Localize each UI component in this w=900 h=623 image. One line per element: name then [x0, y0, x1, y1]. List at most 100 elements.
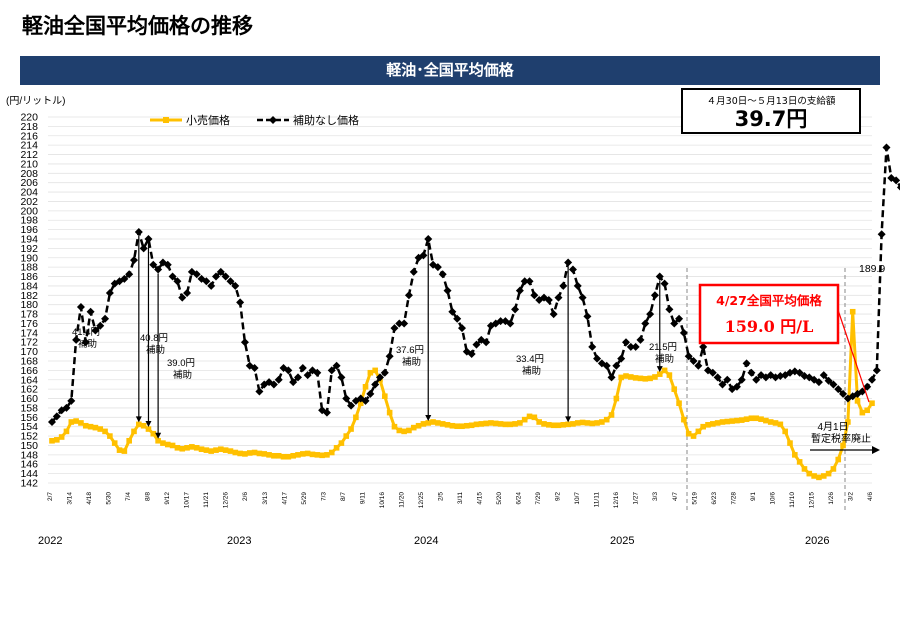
unsubsidized-point	[163, 260, 172, 269]
retail-point	[666, 372, 673, 378]
unsubsidized-point	[376, 373, 384, 382]
retail-point	[193, 445, 200, 451]
retail-point	[854, 398, 861, 404]
y-tick-label: 188	[20, 262, 38, 274]
retail-point	[285, 453, 292, 460]
retail-point	[473, 421, 480, 428]
retail-point	[613, 395, 620, 402]
retail-point	[87, 423, 94, 430]
retail-point	[710, 421, 716, 427]
unsubsidized-point	[67, 396, 76, 405]
retail-point	[357, 400, 364, 407]
y-tick-label: 160	[20, 393, 38, 405]
retail-point	[92, 424, 99, 431]
unsubsidized-point	[588, 342, 597, 351]
retail-point	[49, 437, 55, 444]
unsubsidized-point	[62, 403, 71, 412]
unsubsidized-point	[443, 286, 452, 295]
retail-point	[386, 409, 393, 416]
unsubsidized-point	[226, 277, 235, 286]
payment-box: ４月30日～５月13日の支給額 39.7円	[681, 88, 861, 134]
y-tick-label: 164	[20, 374, 38, 386]
retail-point	[82, 422, 89, 429]
retail-point	[227, 448, 234, 454]
retail-point	[126, 437, 132, 444]
retail-point	[603, 416, 610, 423]
retail-point	[864, 407, 870, 414]
x-tick-label: 12/15	[808, 492, 815, 509]
retail-point	[391, 423, 398, 430]
year-label: 2023	[227, 535, 252, 547]
retail-point	[396, 427, 403, 434]
unsubsidized-point	[631, 342, 640, 351]
retail-point	[63, 428, 70, 435]
unsubsidized-point	[453, 314, 462, 323]
x-tick-label: 1/27	[633, 492, 640, 505]
y-tick-label: 154	[20, 421, 38, 433]
unsubsidized-point	[602, 361, 611, 370]
unsubsidized-point	[322, 408, 331, 417]
retail-point	[526, 413, 533, 420]
x-tick-label: 10/6	[769, 492, 776, 505]
subsidy-label: 補助	[522, 365, 541, 377]
y-tick-label: 148	[20, 449, 38, 461]
unsubsidized-point	[212, 272, 220, 281]
retail-point	[652, 374, 658, 380]
unsubsidized-point	[173, 277, 182, 286]
payment-label: ４月30日～５月13日の支給額	[706, 96, 836, 107]
retail-point	[517, 420, 523, 426]
unsubsidized-point	[742, 359, 751, 368]
y-tick-label: 218	[20, 121, 38, 133]
x-tick-label: 7/4	[125, 492, 132, 501]
retail-point	[304, 450, 311, 457]
unsubsidized-point	[380, 368, 389, 377]
retail-point	[280, 453, 287, 460]
unsubsidized-point	[81, 338, 90, 347]
retail-point	[353, 414, 359, 421]
unsubsidized-point	[371, 380, 380, 389]
x-tick-label: 3/14	[67, 492, 74, 505]
retail-point	[406, 427, 412, 434]
y-tick-label: 190	[20, 252, 38, 264]
retail-point	[275, 452, 282, 459]
unsubsidized-point	[409, 267, 418, 276]
retail-point	[174, 445, 181, 451]
unsubsidized-point	[549, 310, 558, 319]
unsubsidized-point	[713, 373, 722, 382]
retail-point	[242, 451, 248, 457]
y-tick-label: 198	[20, 215, 38, 227]
unsubsidized-point	[236, 298, 245, 307]
unsubsidized-point	[192, 270, 201, 279]
retail-point	[584, 420, 591, 426]
retail-point	[628, 374, 634, 380]
retail-point	[464, 422, 470, 429]
unsubsidized-point	[829, 380, 838, 389]
x-tick-label: 2/6	[242, 492, 249, 501]
retail-point	[459, 423, 465, 430]
retail-point	[565, 421, 571, 428]
retail-point	[849, 308, 856, 315]
x-tick-label: 7/29	[535, 492, 542, 505]
unsubsidized-point	[86, 307, 95, 316]
retail-point	[179, 445, 186, 452]
retail-point	[618, 374, 624, 381]
retail-point	[512, 421, 518, 427]
x-tick-label: 12/25	[418, 492, 425, 509]
subsidy-amount: 39.0円	[167, 358, 195, 369]
subsidy-amount: 41.4円	[72, 327, 100, 338]
unsubsidized-point	[76, 303, 85, 312]
unsubsidized-point	[385, 352, 394, 361]
y-tick-label: 204	[20, 187, 38, 199]
unsubsidized-point	[149, 260, 158, 269]
retail-point	[213, 447, 219, 453]
retail-point	[637, 375, 644, 382]
retail-point	[58, 434, 65, 440]
unsubsidized-point	[718, 380, 727, 389]
unsubsidized-point	[139, 244, 148, 253]
legend-retail-label: 小売価格	[186, 113, 230, 127]
unsubsidized-point	[183, 288, 192, 297]
retail-point	[546, 422, 552, 428]
unsubsidized-point	[573, 281, 582, 290]
last-value-label: 189.9	[859, 263, 885, 275]
